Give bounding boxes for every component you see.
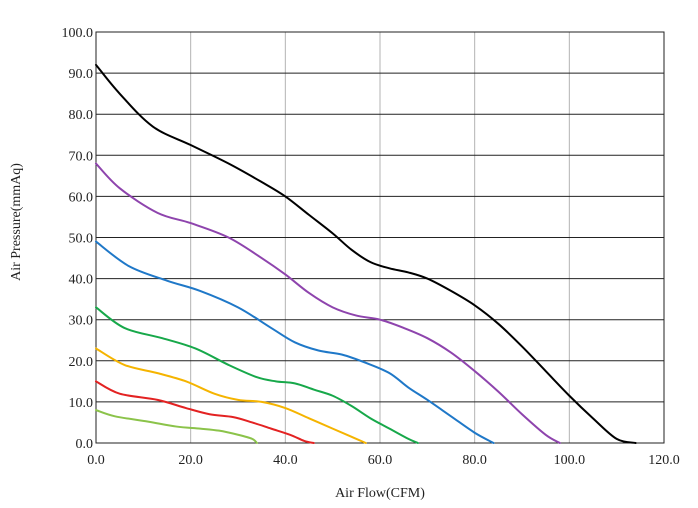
- y-axis-label: Air Pressure(mmAq): [9, 163, 24, 281]
- series-line-curve-yellow: [95, 347, 367, 444]
- grid: [95, 31, 665, 444]
- y-tick-label: 80.0: [69, 108, 94, 123]
- y-tick-label: 20.0: [69, 355, 94, 370]
- y-tick-label: 100.0: [62, 26, 94, 41]
- series-line-curve-blue: [95, 240, 495, 444]
- x-tick-label: 60.0: [368, 453, 393, 468]
- x-tick-label: 40.0: [273, 453, 298, 468]
- x-tick-label: 80.0: [462, 453, 487, 468]
- x-tick-label: 120.0: [648, 453, 680, 468]
- y-tick-label: 30.0: [69, 314, 94, 329]
- x-tick-label: 20.0: [178, 453, 203, 468]
- series-lines: [95, 63, 637, 444]
- series-line-curve-green: [95, 306, 419, 444]
- x-tick-label: 100.0: [554, 453, 586, 468]
- y-tick-label: 50.0: [69, 232, 94, 247]
- y-tick-label: 60.0: [69, 190, 94, 205]
- y-tick-label: 90.0: [69, 67, 94, 82]
- series-line-curve-black: [95, 63, 637, 444]
- x-axis-label: Air Flow(CFM): [335, 486, 425, 501]
- series-line-curve-purple: [95, 162, 561, 444]
- series-line-curve-red: [95, 380, 315, 444]
- x-tick-label: 0.0: [87, 453, 105, 468]
- y-tick-label: 70.0: [69, 149, 94, 164]
- y-tick-label: 0.0: [76, 437, 94, 452]
- tick-labels: 0.0 20.0 40.0 60.0 80.0 100.0 120.0 0.0 10.0 20.0…: [62, 26, 680, 468]
- plot-frame: [95, 31, 665, 444]
- y-tick-label: 40.0: [69, 273, 94, 288]
- y-tick-label: 10.0: [69, 396, 94, 411]
- series-line-curve-light-green: [95, 409, 258, 444]
